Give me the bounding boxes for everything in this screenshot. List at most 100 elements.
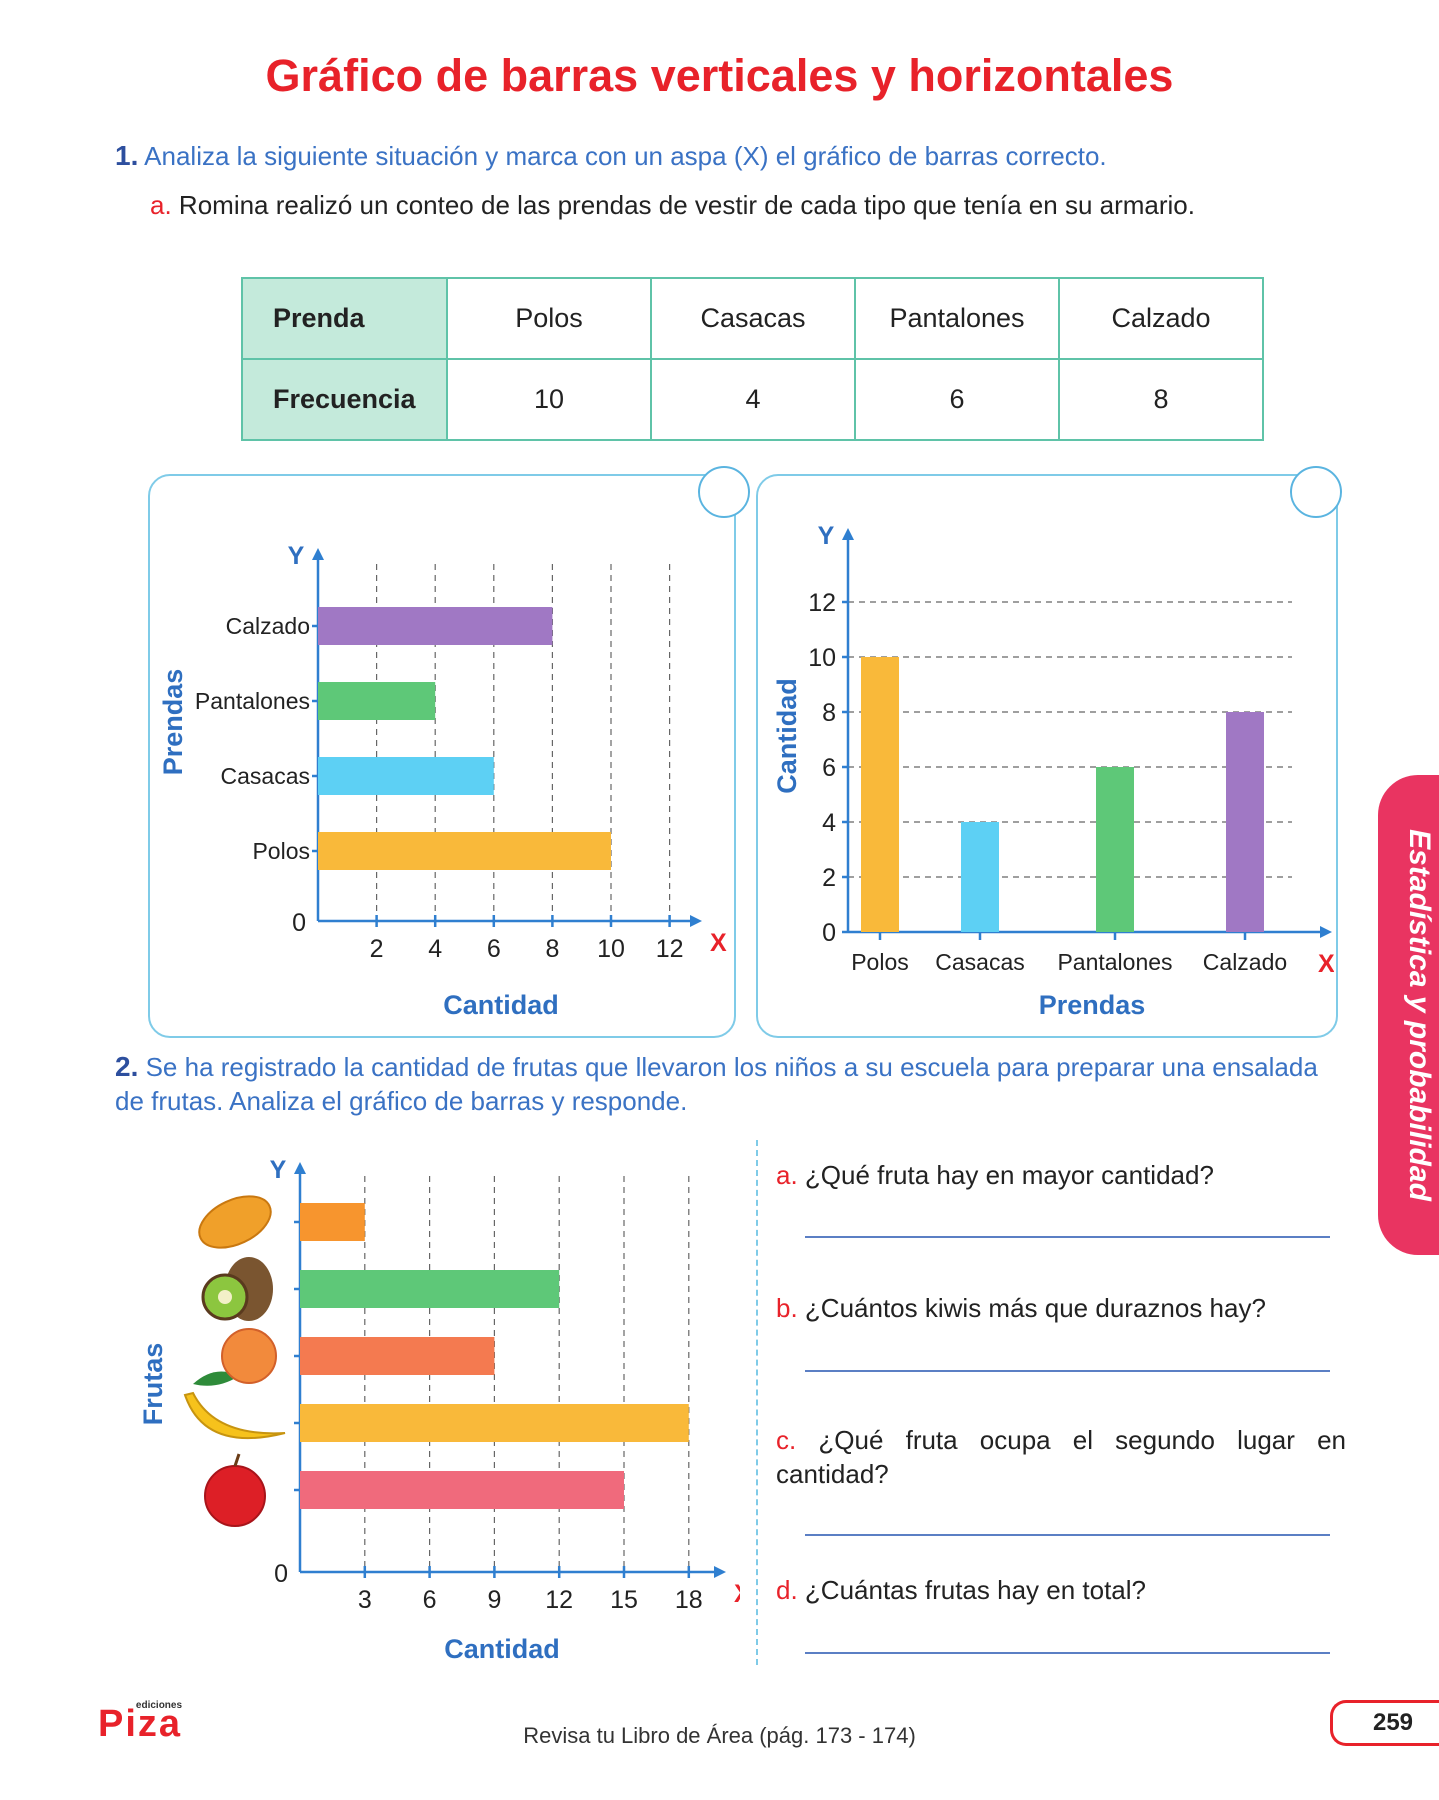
question-2b-letter: b. bbox=[776, 1293, 798, 1323]
question-2c-text: ¿Qué fruta ocupa el segundo lugar en can… bbox=[776, 1425, 1346, 1489]
y-axis-label: Cantidad bbox=[772, 678, 802, 794]
question-2b: b. ¿Cuántos kiwis más que duraznos hay? bbox=[776, 1291, 1346, 1325]
x-tick-label: 18 bbox=[675, 1586, 703, 1614]
kiwi-icon bbox=[218, 1290, 232, 1304]
y-axis-label: Prendas bbox=[158, 669, 188, 776]
apple-icon bbox=[204, 1465, 266, 1527]
y-axis-arrow bbox=[312, 548, 324, 560]
question-1-number: 1. bbox=[115, 140, 139, 171]
bar bbox=[961, 822, 999, 932]
x-tick-label: 8 bbox=[545, 935, 559, 963]
x-tick-label: 12 bbox=[545, 1586, 573, 1614]
papaya-icon bbox=[198, 1195, 272, 1249]
x-tick-label: 3 bbox=[358, 1586, 372, 1614]
section-side-tab-label: Estadística y probabilidad bbox=[1403, 829, 1436, 1201]
y-tick-label: Polos bbox=[252, 838, 310, 864]
page-title: Gráfico de barras verticales y horizonta… bbox=[265, 50, 1174, 101]
banana-icon bbox=[183, 1391, 286, 1440]
bar bbox=[1096, 767, 1134, 932]
question-2-number: 2. bbox=[115, 1051, 139, 1082]
x-axis-arrow bbox=[690, 915, 702, 927]
x-tick-label: Casacas bbox=[935, 949, 1024, 975]
bar bbox=[300, 1337, 495, 1375]
y-tick-label: Pantalones bbox=[195, 688, 310, 714]
question-1a-text: Romina realizó un conteo de las prendas … bbox=[178, 190, 1195, 220]
bar bbox=[318, 832, 611, 870]
answer-line-d[interactable] bbox=[805, 1652, 1330, 1654]
question-2b-text: ¿Cuántos kiwis más que duraznos hay? bbox=[804, 1293, 1266, 1323]
x-tick-label: Pantalones bbox=[1057, 949, 1172, 975]
bar bbox=[1226, 712, 1264, 932]
x-axis-arrow bbox=[714, 1566, 726, 1578]
horizontal-bar-chart: 2 4 6 8 10 12 0 X Y Polos Casacas Pantalones Calzado… bbox=[158, 542, 727, 1020]
x-tick-label: 4 bbox=[428, 935, 442, 963]
y-axis-letter: Y bbox=[818, 522, 835, 550]
table-cell: Polos bbox=[446, 277, 652, 360]
x-axis-letter: X bbox=[710, 929, 727, 957]
question-1-text: Analiza la siguiente situación y marca c… bbox=[144, 141, 1107, 171]
x-tick-label: 10 bbox=[597, 935, 625, 963]
footer-note: Revisa tu Libro de Área (pág. 173 - 174) bbox=[523, 1723, 916, 1748]
y-axis-arrow bbox=[842, 528, 854, 540]
answer-line-a[interactable] bbox=[805, 1236, 1330, 1238]
table-cell: Pantalones bbox=[854, 277, 1060, 360]
frequency-table: Prenda Polos Casacas Pantalones Calzado … bbox=[241, 277, 1264, 441]
x-axis-label: Prendas bbox=[1039, 990, 1146, 1020]
chart-panel-horizontal bbox=[148, 474, 736, 1038]
y-tick-label: 10 bbox=[808, 644, 836, 672]
y-axis-letter: Y bbox=[270, 1156, 287, 1184]
answer-mark-circle-2[interactable] bbox=[1290, 466, 1342, 518]
question-2d-letter: d. bbox=[776, 1575, 798, 1605]
x-tick-label: Calzado bbox=[1203, 949, 1287, 975]
question-2d-text: ¿Cuántas frutas hay en total? bbox=[804, 1575, 1147, 1605]
x-tick-label: 2 bbox=[370, 935, 384, 963]
logo-small-text: ediciones bbox=[135, 1700, 183, 1711]
question-2d: d. ¿Cuántas frutas hay en total? bbox=[776, 1573, 1346, 1607]
x-tick-label: 6 bbox=[423, 1586, 437, 1614]
x-tick-label: 9 bbox=[487, 1586, 501, 1614]
x-tick-label: 6 bbox=[487, 935, 501, 963]
table-cell: 6 bbox=[854, 358, 1060, 441]
bar bbox=[861, 657, 899, 932]
y-axis-label: Frutas bbox=[140, 1343, 168, 1426]
bar bbox=[300, 1203, 365, 1241]
y-tick-label: Calzado bbox=[226, 613, 310, 639]
y-axis-letter: Y bbox=[288, 542, 305, 570]
question-2a: a. ¿Qué fruta hay en mayor cantidad? bbox=[776, 1158, 1346, 1192]
publisher-logo: ediciones Piza bbox=[98, 1700, 182, 1746]
table-header-prenda: Prenda bbox=[241, 277, 448, 360]
bar bbox=[300, 1270, 560, 1308]
y-tick-label: 6 bbox=[822, 754, 836, 782]
peach-icon bbox=[193, 1371, 239, 1386]
page-number: 259 bbox=[1330, 1700, 1439, 1746]
table-cell: 10 bbox=[446, 358, 652, 441]
peach-icon bbox=[221, 1328, 277, 1384]
question-1a-letter: a. bbox=[150, 190, 172, 220]
fruit-bar-chart: 3 6 9 12 15 18 0 X Y Cantidad Frutas bbox=[140, 1156, 740, 1664]
x-axis-arrow bbox=[1320, 926, 1332, 938]
x-tick-label: 15 bbox=[610, 1586, 638, 1614]
bar bbox=[318, 682, 436, 720]
bar bbox=[300, 1404, 689, 1442]
y-tick-label: 2 bbox=[822, 864, 836, 892]
answer-mark-circle-1[interactable] bbox=[698, 466, 750, 518]
table-cell: Casacas bbox=[650, 277, 856, 360]
question-2c: c. ¿Qué fruta ocupa el segundo lugar en … bbox=[776, 1423, 1346, 1491]
vertical-bar-chart: 0 2 4 6 8 10 12 Polos Casacas Pantalones Calzado X Y… bbox=[772, 522, 1334, 1020]
table-cell: 4 bbox=[650, 358, 856, 441]
answer-line-b[interactable] bbox=[805, 1370, 1330, 1372]
x-tick-label: Polos bbox=[851, 949, 909, 975]
y-tick-label: 12 bbox=[808, 589, 836, 617]
column-divider bbox=[756, 1140, 758, 1665]
x-tick-label: 12 bbox=[656, 935, 684, 963]
bar bbox=[300, 1471, 624, 1509]
question-2a-text: ¿Qué fruta hay en mayor cantidad? bbox=[804, 1160, 1214, 1190]
question-1a: a. Romina realizó un conteo de las prend… bbox=[150, 188, 1342, 222]
table-row: Frecuencia 10 4 6 8 bbox=[241, 358, 1264, 441]
table-cell: 8 bbox=[1058, 358, 1264, 441]
x-axis-label: Cantidad bbox=[443, 990, 559, 1020]
y-tick-label: 0 bbox=[822, 919, 836, 947]
answer-line-c[interactable] bbox=[805, 1534, 1330, 1536]
logo-main-text: Piza bbox=[98, 1703, 183, 1745]
table-row: Prenda Polos Casacas Pantalones Calzado bbox=[241, 277, 1264, 360]
